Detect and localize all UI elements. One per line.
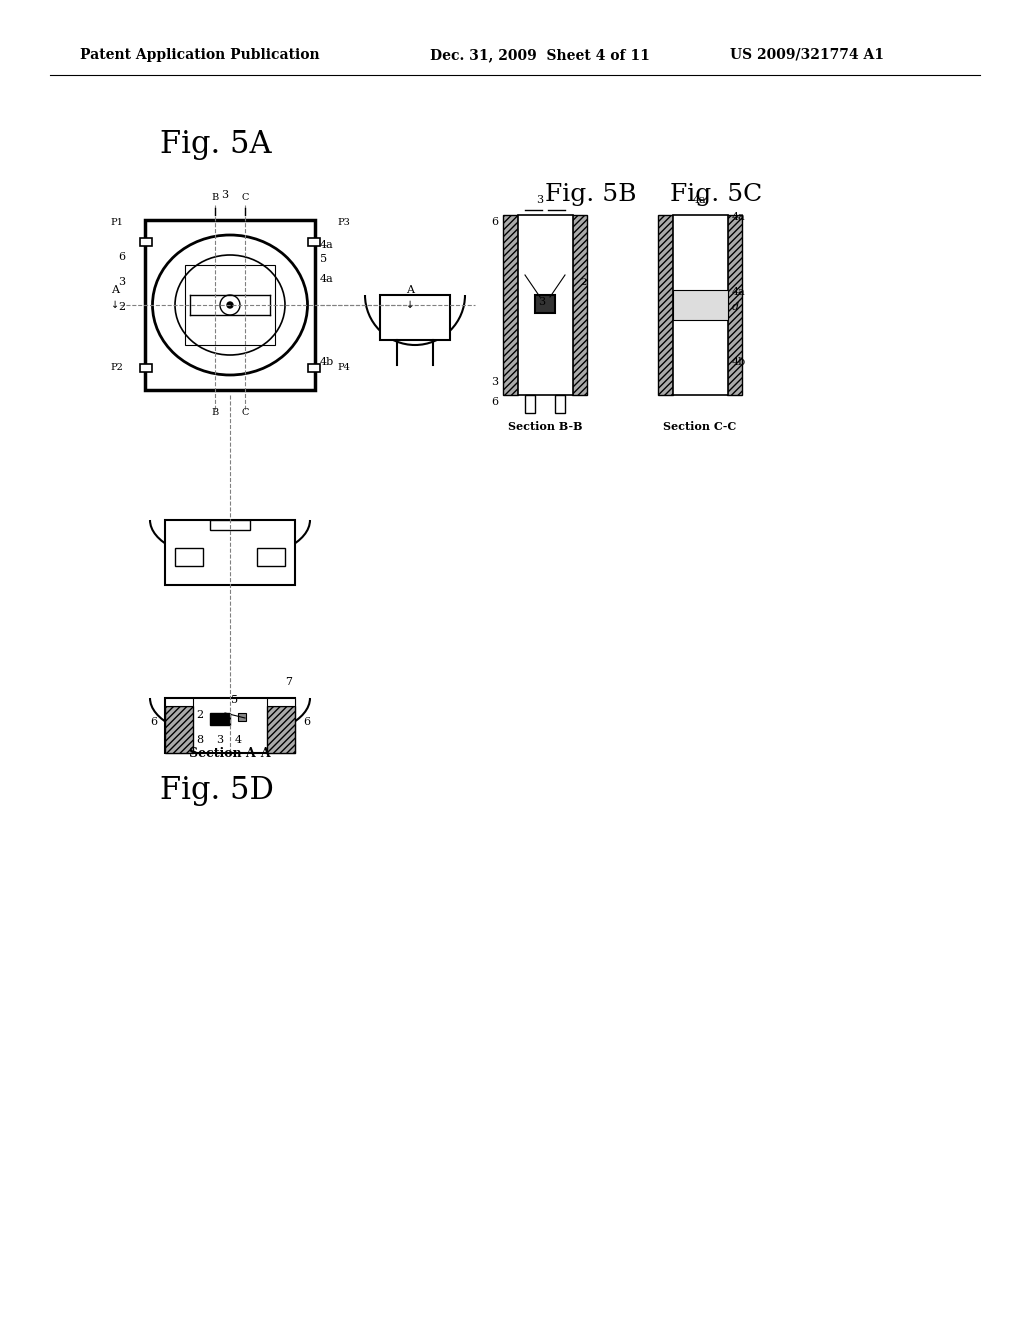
Text: 6: 6 (303, 717, 310, 727)
Text: 6: 6 (150, 717, 157, 727)
Bar (525, 395, 535, 413)
Text: B: B (211, 193, 219, 202)
Ellipse shape (153, 235, 307, 375)
Text: Section C-C: Section C-C (664, 421, 736, 432)
Text: 6: 6 (490, 216, 498, 227)
Bar (535, 294, 555, 313)
Text: P3: P3 (337, 218, 350, 227)
Bar (238, 713, 246, 721)
Text: Fig. 5A: Fig. 5A (160, 129, 271, 161)
Text: P2: P2 (111, 363, 123, 372)
Text: 4a: 4a (732, 286, 745, 297)
Text: 4a: 4a (693, 195, 707, 205)
Text: 5: 5 (319, 253, 327, 264)
Bar (140, 364, 152, 372)
Bar (267, 706, 295, 752)
Bar (165, 706, 193, 752)
Bar (380, 294, 450, 341)
Text: 4: 4 (234, 735, 242, 744)
Text: Section A-A: Section A-A (189, 747, 270, 760)
Bar (165, 520, 295, 585)
Text: Fig. 5D: Fig. 5D (160, 775, 273, 805)
Text: 2: 2 (118, 302, 125, 312)
Bar (175, 548, 203, 566)
Text: 3: 3 (538, 297, 545, 308)
Text: 6: 6 (118, 252, 125, 261)
Bar (308, 238, 319, 246)
Text: d: d (732, 302, 739, 312)
Text: Section B-B: Section B-B (508, 421, 583, 432)
Bar (165, 698, 193, 706)
Text: 7: 7 (285, 677, 292, 686)
Bar (145, 220, 315, 389)
Text: C: C (242, 193, 249, 202)
Bar (165, 698, 295, 752)
Circle shape (220, 294, 240, 315)
Bar (658, 215, 673, 395)
Text: 3: 3 (221, 190, 228, 201)
Text: 8: 8 (197, 735, 204, 744)
Bar (518, 215, 573, 395)
Bar (257, 548, 285, 566)
Bar (555, 395, 565, 413)
Text: 3: 3 (537, 195, 544, 205)
Bar (210, 713, 230, 725)
Bar (727, 215, 742, 395)
Bar (267, 698, 295, 706)
Text: A: A (111, 285, 119, 294)
Text: 4a: 4a (319, 275, 334, 284)
Bar (308, 364, 319, 372)
Bar (673, 290, 728, 319)
Text: 3: 3 (216, 735, 223, 744)
Text: Fig. 5B: Fig. 5B (545, 183, 637, 206)
Text: Patent Application Publication: Patent Application Publication (80, 48, 319, 62)
Text: ↓: ↓ (406, 300, 414, 310)
Text: 4b: 4b (732, 356, 746, 367)
Text: 6: 6 (490, 397, 498, 407)
Text: A: A (406, 285, 414, 294)
Text: 2: 2 (580, 279, 587, 286)
Text: Fig. 5C: Fig. 5C (670, 183, 762, 206)
Text: US 2009/321774 A1: US 2009/321774 A1 (730, 48, 884, 62)
Text: 2: 2 (197, 710, 204, 719)
Bar (673, 215, 728, 395)
Bar (210, 520, 250, 531)
Bar (572, 215, 587, 395)
Circle shape (227, 302, 233, 308)
Text: Dec. 31, 2009  Sheet 4 of 11: Dec. 31, 2009 Sheet 4 of 11 (430, 48, 650, 62)
Text: C: C (242, 408, 249, 417)
Text: B: B (211, 408, 219, 417)
Text: 4b: 4b (319, 356, 334, 367)
Bar (185, 265, 275, 345)
Text: P4: P4 (337, 363, 350, 372)
Text: 3: 3 (118, 277, 125, 286)
Text: 3: 3 (490, 378, 498, 387)
Bar (140, 238, 152, 246)
Text: P1: P1 (111, 218, 123, 227)
Text: 5: 5 (231, 696, 239, 705)
Bar (503, 215, 518, 395)
Text: 4a: 4a (319, 240, 334, 249)
Ellipse shape (175, 255, 285, 355)
Text: ↓: ↓ (111, 300, 119, 310)
Text: 4a: 4a (732, 213, 745, 222)
